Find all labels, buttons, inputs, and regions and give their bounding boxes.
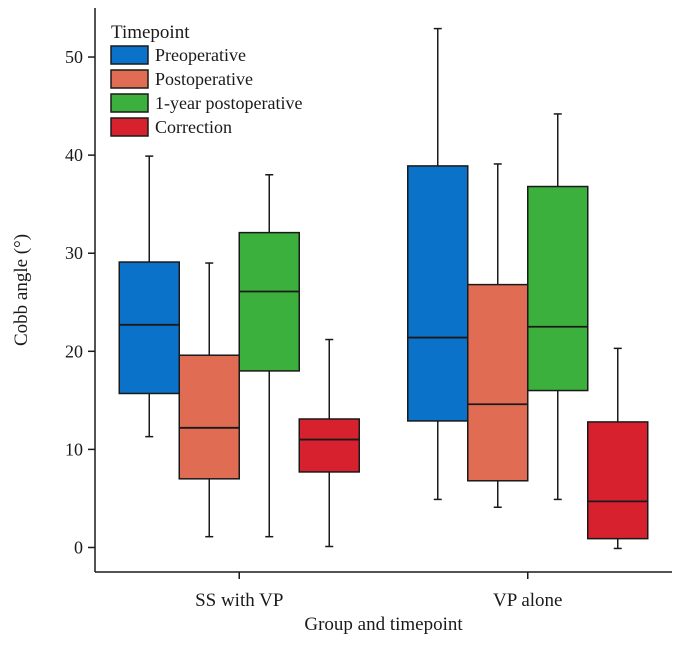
legend-label: Preoperative	[155, 45, 246, 65]
box-1-year-postoperative	[527, 113, 589, 501]
box-body	[587, 421, 649, 540]
box-body	[118, 261, 180, 395]
y-tick-label: 50	[65, 47, 83, 67]
box-postoperative	[467, 163, 529, 509]
box-body	[527, 185, 589, 392]
y-axis-title: Cobb angle (°)	[11, 234, 32, 346]
box-body	[298, 418, 360, 473]
box-body	[238, 231, 300, 372]
box-body	[467, 283, 529, 482]
box-1-year-postoperative	[238, 173, 300, 538]
y-tick-label: 20	[65, 341, 83, 361]
legend-title: Timepoint	[111, 22, 190, 43]
box-postoperative	[178, 262, 240, 538]
y-tick-label: 10	[65, 439, 83, 459]
legend-swatch	[110, 45, 149, 65]
y-tick-label: 0	[74, 537, 83, 557]
legend-swatch	[110, 93, 149, 113]
legend-label: Correction	[155, 117, 232, 137]
box-preoperative	[407, 27, 469, 501]
x-axis-title: Group and timepoint	[304, 614, 463, 635]
legend-swatch	[110, 117, 149, 137]
legend-swatch	[110, 69, 149, 89]
box-body	[178, 354, 240, 480]
plot-area	[118, 27, 649, 550]
legend-item: Postoperative	[110, 69, 253, 89]
box-body	[407, 165, 469, 422]
x-ticks: SS with VP VP alone	[195, 572, 562, 611]
legend-label: 1-year postoperative	[155, 93, 302, 113]
legend-item: 1-year postoperative	[110, 93, 302, 113]
y-tick-label: 40	[65, 145, 83, 165]
legend-item: Preoperative	[110, 45, 246, 65]
y-tick-label: 30	[65, 243, 83, 263]
box-correction	[298, 338, 360, 548]
box-preoperative	[118, 155, 180, 438]
x-category-label: VP alone	[493, 590, 562, 611]
x-category-label: SS with VP	[195, 590, 283, 611]
legend-item: Correction	[110, 117, 232, 137]
axes: 0 10 20 30 40 50 SS with VP VP alone Cobb angl…	[11, 8, 672, 635]
legend-label: Postoperative	[155, 69, 253, 89]
box-correction	[587, 347, 649, 550]
y-ticks: 0 10 20 30 40 50	[65, 47, 95, 557]
legend: Timepoint Preoperative Postoperative 1-yea…	[110, 22, 302, 137]
